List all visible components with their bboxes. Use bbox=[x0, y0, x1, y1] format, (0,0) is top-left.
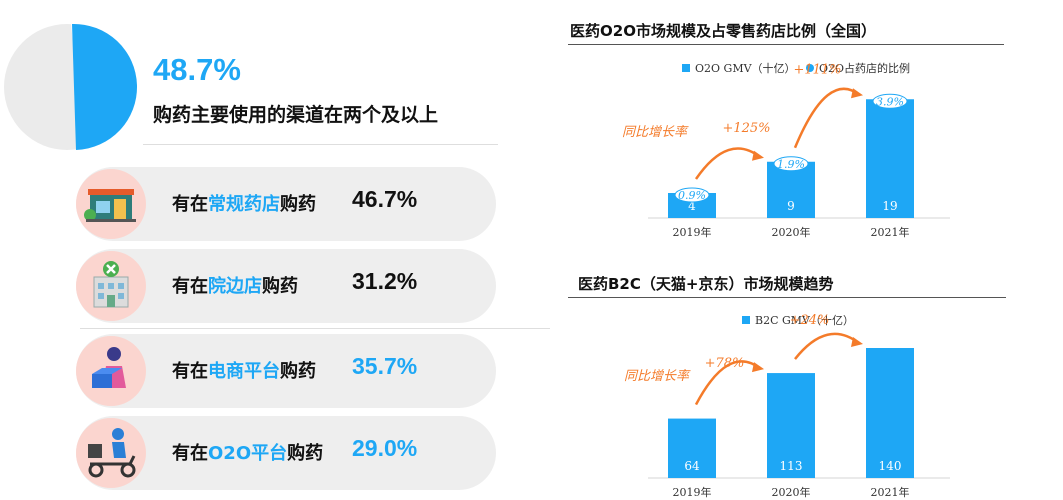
x-tick-label: 2021年 bbox=[871, 225, 910, 239]
growth-arrowhead bbox=[851, 337, 863, 347]
channel-value: 46.7% bbox=[352, 186, 418, 212]
bar-value-label: 64 bbox=[684, 459, 700, 473]
channel-label: 有在O2O平台购药 bbox=[172, 443, 324, 464]
channel-value: 29.0% bbox=[352, 435, 418, 461]
channel-row-ecommerce: 有在电商平台购药 35.7% bbox=[76, 334, 496, 408]
channel-label: 有在常规药店购药 bbox=[172, 194, 316, 215]
multi-channel-percent: 48.7% bbox=[153, 52, 241, 87]
o2o-chart-title: 医药O2O市场规模及占零售药店比例（全国） bbox=[570, 22, 876, 40]
title-underline bbox=[568, 44, 1004, 45]
bar-value-label: 4 bbox=[688, 199, 696, 213]
share-label: 1.9% bbox=[777, 158, 805, 171]
share-marker bbox=[674, 187, 710, 203]
bar bbox=[668, 418, 716, 478]
bar-value-label: 9 bbox=[787, 199, 795, 213]
growth-arrow bbox=[694, 147, 762, 180]
o2o-bar-chart: O2O GMV（十亿） O2O占药店的比例 4 2019年 9 2020年 19 2021年 0… bbox=[622, 61, 950, 239]
growth-rate-label: +125% bbox=[722, 121, 770, 136]
bar-value-label: 113 bbox=[780, 459, 803, 473]
growth-arrowhead bbox=[851, 88, 863, 99]
x-tick-label: 2019年 bbox=[673, 225, 712, 239]
pharmacy-icon bbox=[76, 169, 146, 239]
b2c-chart-title: 医药B2C（天猫+京东）市场规模趋势 bbox=[578, 275, 834, 293]
growth-rate-label: +111% bbox=[793, 62, 841, 77]
hospital-icon bbox=[76, 251, 146, 321]
pie-slice-multi-channel bbox=[72, 23, 138, 150]
divider bbox=[80, 328, 550, 329]
share-marker bbox=[773, 156, 809, 172]
growth-rate-label: +24% bbox=[790, 313, 830, 328]
growth-arrowhead bbox=[752, 362, 764, 373]
bar bbox=[866, 348, 914, 478]
growth-arrow bbox=[794, 332, 861, 360]
legend-label: O2O GMV（十亿） bbox=[695, 61, 796, 75]
channel-value: 35.7% bbox=[352, 353, 418, 379]
b2c-bar-chart: B2C GMV（十亿） 64 2019年 113 2020年 140 2021年 同比增长率 +… bbox=[624, 313, 950, 499]
channel-row-hospital: 有在院边店购药 31.2% bbox=[76, 249, 496, 323]
delivery-person-icon bbox=[76, 336, 146, 406]
x-tick-label: 2019年 bbox=[673, 485, 712, 499]
bar-value-label: 140 bbox=[879, 459, 902, 473]
channel-pie-chart bbox=[4, 22, 139, 151]
legend-label: O2O占药店的比例 bbox=[819, 61, 910, 75]
bar bbox=[767, 373, 815, 478]
title-underline bbox=[568, 297, 1006, 298]
divider bbox=[143, 144, 498, 145]
x-tick-label: 2020年 bbox=[772, 485, 811, 499]
multi-channel-caption: 购药主要使用的渠道在两个及以上 bbox=[153, 104, 439, 126]
x-tick-label: 2020年 bbox=[772, 225, 811, 239]
x-tick-label: 2021年 bbox=[871, 485, 910, 499]
legend-swatch bbox=[682, 64, 690, 72]
growth-rate-caption: 同比增长率 bbox=[624, 368, 691, 384]
growth-arrow bbox=[793, 87, 861, 149]
channel-row-o2o: 有在O2O平台购药 29.0% bbox=[76, 416, 496, 490]
share-marker bbox=[872, 93, 908, 109]
bar-value-label: 19 bbox=[882, 199, 897, 213]
growth-rate-caption: 同比增长率 bbox=[622, 124, 689, 140]
channel-value: 31.2% bbox=[352, 268, 418, 294]
scooter-courier-icon bbox=[76, 418, 146, 488]
legend-swatch bbox=[806, 64, 814, 72]
legend-swatch bbox=[742, 316, 750, 324]
channel-label: 有在院边店购药 bbox=[172, 276, 298, 297]
share-label: 3.9% bbox=[876, 95, 904, 108]
channel-label: 有在电商平台购药 bbox=[172, 361, 316, 382]
bar bbox=[866, 99, 914, 218]
share-label: 0.9% bbox=[678, 189, 706, 202]
growth-rate-label: +78% bbox=[705, 356, 745, 371]
channel-row-pharmacy: 有在常规药店购药 46.7% bbox=[76, 167, 496, 241]
growth-arrowhead bbox=[752, 150, 764, 161]
legend-label: B2C GMV（十亿） bbox=[755, 313, 854, 327]
